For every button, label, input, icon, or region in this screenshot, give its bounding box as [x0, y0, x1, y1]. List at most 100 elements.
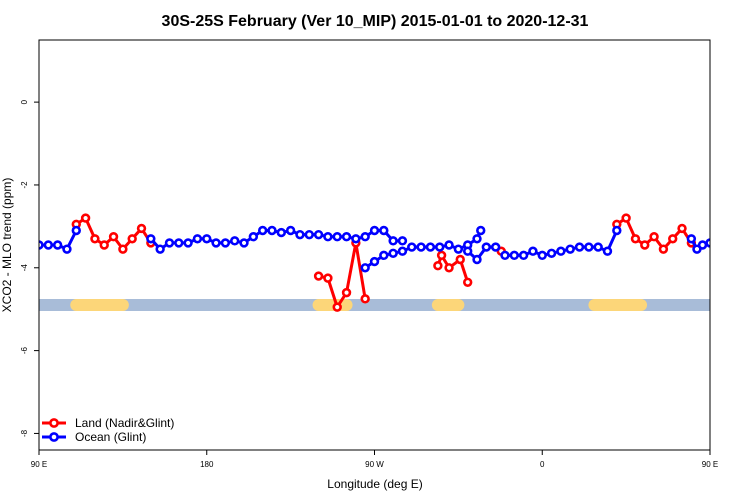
series-1-point	[369, 256, 380, 267]
series-0-point	[360, 294, 370, 304]
y-tick-label: -4	[20, 264, 29, 272]
series-1-point	[476, 225, 486, 236]
series-1-point	[183, 238, 193, 248]
y-tick-label: -8	[20, 429, 29, 437]
series-1-point	[593, 242, 603, 252]
x-tick-label: 180	[200, 460, 214, 469]
series-0-point	[332, 302, 342, 312]
series-0-point	[90, 234, 100, 244]
series-1-point	[192, 234, 203, 244]
series-1-point	[453, 244, 464, 254]
series-0-point	[436, 250, 447, 261]
series-0-point	[118, 244, 128, 254]
series-1-point	[379, 225, 389, 236]
series-1-point	[43, 240, 54, 250]
legend: Land (Nadir&Glint)Ocean (Glint)	[42, 416, 174, 444]
series-1-point	[435, 242, 445, 252]
series-1-point	[612, 225, 622, 236]
series-1-point	[146, 234, 156, 244]
series-0-point	[649, 232, 659, 242]
series-1-point	[323, 232, 333, 242]
series-1-point	[537, 250, 547, 261]
series-0-point	[444, 263, 454, 273]
series-0-point	[108, 232, 119, 242]
series-1-point	[174, 238, 184, 248]
series-0-point	[455, 254, 465, 265]
series-1-point	[425, 242, 436, 252]
series-1-point	[388, 236, 398, 246]
series-0-point	[658, 244, 669, 254]
y-tick-label: -2	[20, 181, 29, 189]
series-0-point	[433, 261, 443, 271]
series-1-point	[528, 246, 538, 256]
series-1-point	[313, 229, 324, 240]
series-1-point	[397, 246, 408, 256]
series-1-point	[388, 248, 398, 258]
series-1-point	[351, 234, 361, 244]
series-1-point	[500, 250, 510, 261]
series-1-point	[546, 248, 557, 258]
series-1-point	[62, 244, 72, 254]
y-axis-label: XCO2 - MLO trend (ppm)	[0, 178, 14, 313]
series-1-point	[267, 225, 277, 236]
series-1-point	[155, 244, 165, 254]
y-tick-label: -6	[20, 347, 29, 355]
series-1-point	[202, 234, 212, 244]
series-1-line-1	[149, 229, 403, 251]
series-1-point	[276, 227, 287, 238]
series-1-point	[332, 232, 342, 242]
series-0-point	[313, 271, 324, 281]
series-0-point	[99, 240, 109, 250]
series-1-point	[52, 240, 63, 250]
series-1-point	[490, 242, 501, 252]
series-1-point	[462, 246, 473, 256]
series-0-point	[630, 234, 641, 244]
x-axis: 90 E 180 90 W 0 90 E	[31, 450, 718, 469]
series-0-point	[80, 213, 91, 223]
series-1-point	[584, 242, 594, 252]
series-1-point	[686, 234, 697, 244]
series-1-point	[444, 240, 454, 250]
series-1-point	[509, 250, 519, 261]
series-1-point	[416, 242, 426, 252]
series-0-point	[127, 234, 137, 244]
x-tick-label: 90 E	[702, 460, 718, 469]
series-1-point	[518, 250, 529, 261]
series-0-point	[640, 240, 650, 250]
series-1-point	[39, 240, 44, 250]
legend-swatch-marker	[49, 418, 59, 428]
chart-title: 30S-25S February (Ver 10_MIP) 2015-01-01…	[162, 13, 589, 30]
series-1-point	[565, 244, 575, 254]
series-layer	[39, 213, 732, 312]
x-tick-label: 0	[540, 460, 545, 469]
series-1	[39, 225, 732, 273]
legend-entry: Ocean (Glint)	[75, 430, 146, 444]
series-1-point	[472, 254, 482, 265]
series-1-point	[248, 232, 259, 242]
series-1-point	[725, 235, 732, 242]
series-0-point	[341, 287, 352, 298]
series-0-point	[462, 277, 473, 287]
series-1-point	[71, 225, 81, 236]
series-1-point	[407, 242, 417, 252]
series-1-point	[257, 225, 268, 236]
series-0-point	[621, 213, 631, 223]
series-1-point	[397, 236, 408, 246]
series-1-point	[602, 246, 613, 256]
series-1-point	[230, 236, 240, 246]
series-1-point	[304, 229, 314, 240]
series-1-point	[360, 263, 370, 273]
series-1-point	[295, 229, 305, 240]
y-axis: 0 -2 -4 -6 -8	[20, 99, 39, 437]
series-1-point	[716, 240, 723, 247]
series-1-point	[697, 240, 708, 250]
series-1-point	[556, 246, 566, 256]
series-1-point	[239, 238, 249, 248]
legend-swatch-marker	[49, 432, 59, 442]
series-1-point	[379, 250, 389, 261]
series-1-point	[574, 242, 585, 252]
series-1-point	[472, 234, 482, 244]
series-0	[71, 213, 697, 312]
series-1-point	[341, 232, 352, 242]
